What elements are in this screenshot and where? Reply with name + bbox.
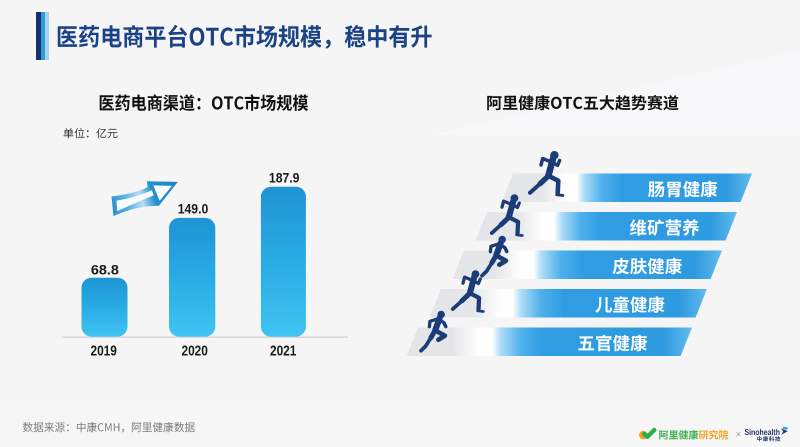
svg-text:Sinohealth: Sinohealth [745, 428, 781, 437]
svg-text:2019: 2019 [90, 343, 117, 360]
svg-text:2020: 2020 [181, 343, 208, 360]
svg-text:×: × [736, 430, 742, 441]
svg-text:187.9: 187.9 [269, 171, 300, 186]
svg-text:149.0: 149.0 [178, 202, 209, 217]
svg-text:2021: 2021 [270, 343, 297, 360]
svg-text:68.8: 68.8 [91, 262, 120, 277]
